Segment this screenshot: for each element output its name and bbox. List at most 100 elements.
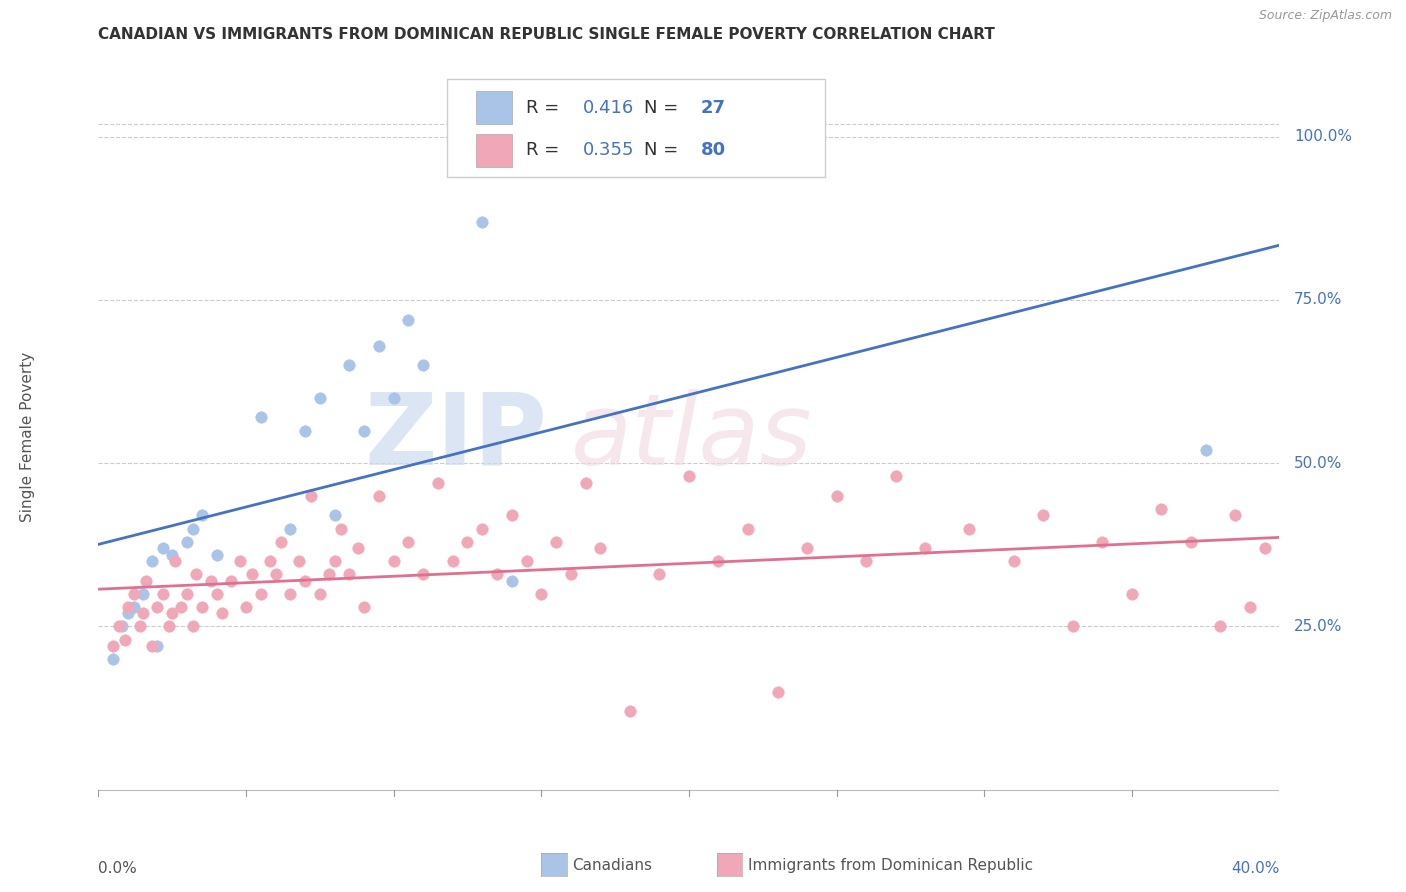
Point	[309, 391, 332, 405]
Point	[211, 607, 233, 621]
Point	[766, 685, 789, 699]
Point	[501, 574, 523, 588]
Text: 0.355: 0.355	[582, 141, 634, 160]
Point	[103, 652, 125, 666]
Point	[318, 567, 340, 582]
Point	[200, 574, 222, 588]
Text: 0.0%: 0.0%	[98, 862, 138, 876]
Point	[132, 607, 155, 621]
Point	[1062, 619, 1084, 633]
Point	[191, 599, 214, 614]
Point	[382, 554, 405, 568]
Text: 50.0%: 50.0%	[1294, 456, 1343, 471]
Point	[427, 475, 450, 490]
Point	[337, 358, 360, 372]
Point	[501, 508, 523, 523]
Text: 27: 27	[700, 99, 725, 117]
Point	[560, 567, 582, 582]
FancyBboxPatch shape	[447, 78, 825, 178]
Text: 75.0%: 75.0%	[1294, 293, 1343, 308]
Point	[278, 521, 302, 535]
Text: ZIP: ZIP	[364, 389, 547, 485]
Point	[396, 534, 419, 549]
Point	[544, 534, 567, 549]
Point	[108, 619, 131, 633]
Text: Canadians: Canadians	[572, 858, 652, 872]
FancyBboxPatch shape	[477, 134, 512, 167]
Point	[278, 587, 302, 601]
Point	[103, 639, 125, 653]
Text: R =: R =	[526, 141, 565, 160]
Point	[141, 639, 163, 653]
Point	[1195, 443, 1218, 458]
Text: N =: N =	[644, 99, 685, 117]
Point	[456, 534, 478, 549]
Point	[574, 475, 596, 490]
Point	[152, 587, 174, 601]
Point	[441, 554, 464, 568]
Point	[294, 424, 316, 438]
Point	[914, 541, 936, 555]
Text: 80: 80	[700, 141, 725, 160]
Point	[122, 587, 145, 601]
Point	[486, 567, 509, 582]
Point	[132, 587, 155, 601]
Point	[530, 587, 553, 601]
Point	[1121, 587, 1143, 601]
Point	[1091, 534, 1114, 549]
Point	[117, 607, 139, 621]
Point	[157, 619, 180, 633]
Point	[135, 574, 157, 588]
Text: R =: R =	[526, 99, 565, 117]
Point	[353, 424, 375, 438]
Point	[1254, 541, 1277, 555]
Point	[309, 587, 332, 601]
Point	[959, 521, 981, 535]
Point	[1223, 508, 1246, 523]
Point	[648, 567, 671, 582]
Point	[205, 548, 228, 562]
Point	[855, 554, 877, 568]
Point	[353, 599, 375, 614]
Point	[235, 599, 257, 614]
Point	[1180, 534, 1202, 549]
Point	[737, 521, 759, 535]
Point	[146, 599, 169, 614]
Point	[796, 541, 818, 555]
Point	[382, 391, 405, 405]
Point	[162, 548, 183, 562]
Point	[707, 554, 730, 568]
FancyBboxPatch shape	[477, 92, 512, 124]
Point	[219, 574, 242, 588]
Point	[347, 541, 370, 555]
Point	[111, 619, 134, 633]
Point	[288, 554, 311, 568]
Point	[229, 554, 252, 568]
Point	[176, 534, 198, 549]
Point	[396, 312, 419, 326]
Point	[122, 599, 145, 614]
Text: Source: ZipAtlas.com: Source: ZipAtlas.com	[1258, 9, 1392, 22]
Text: 25.0%: 25.0%	[1294, 619, 1343, 634]
Text: atlas: atlas	[571, 389, 813, 485]
Point	[146, 639, 169, 653]
Point	[825, 489, 848, 503]
Point	[250, 410, 273, 425]
Point	[259, 554, 281, 568]
Point	[619, 705, 641, 719]
Point	[471, 521, 494, 535]
Point	[368, 489, 391, 503]
Point	[412, 358, 434, 372]
Point	[264, 567, 287, 582]
Point	[1150, 502, 1173, 516]
Point	[1032, 508, 1054, 523]
Text: 0.416: 0.416	[582, 99, 634, 117]
Point	[337, 567, 360, 582]
Point	[162, 607, 183, 621]
Point	[884, 469, 907, 483]
Point	[250, 587, 273, 601]
Text: 40.0%: 40.0%	[1232, 862, 1279, 876]
Point	[299, 489, 322, 503]
Point	[141, 554, 163, 568]
Text: Single Female Poverty: Single Female Poverty	[20, 352, 35, 522]
